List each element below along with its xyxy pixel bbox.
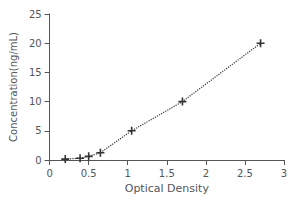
svg-text:0: 0 (46, 168, 52, 179)
svg-text:Concentration(ng/mL): Concentration(ng/mL) (8, 32, 19, 142)
svg-text:Optical Density: Optical Density (125, 182, 210, 195)
svg-text:1: 1 (125, 168, 131, 179)
svg-text:2: 2 (203, 168, 209, 179)
svg-text:20: 20 (29, 38, 42, 49)
svg-text:10: 10 (29, 96, 42, 107)
svg-text:2.5: 2.5 (237, 168, 253, 179)
svg-text:1.5: 1.5 (159, 168, 175, 179)
svg-text:25: 25 (29, 9, 42, 20)
svg-text:3: 3 (281, 168, 287, 179)
svg-text:15: 15 (29, 67, 42, 78)
svg-text:5: 5 (35, 125, 41, 136)
svg-text:0: 0 (35, 155, 41, 166)
svg-text:0.5: 0.5 (81, 168, 97, 179)
